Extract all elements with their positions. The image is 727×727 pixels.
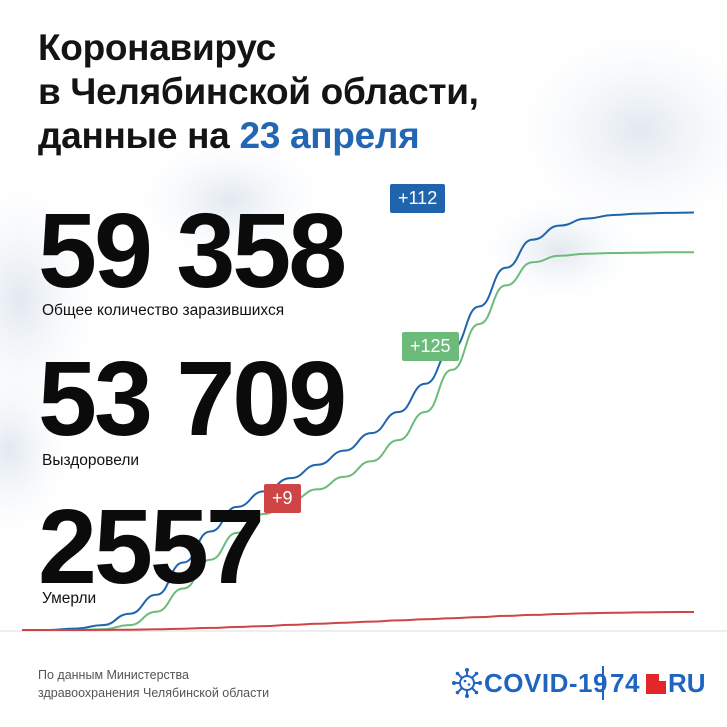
chart-plot-area xyxy=(0,211,727,632)
logo-red-square xyxy=(646,673,667,694)
logo-brand-number: 74 xyxy=(610,668,640,698)
title-line-3: данные на 23 апреля xyxy=(38,114,479,158)
page-title: Коронавирус в Челябинской области, данны… xyxy=(38,26,479,158)
recovered-delta-badge: +125 xyxy=(402,332,459,361)
source-line-1: По данным Министерства xyxy=(38,668,189,682)
total-cases-line xyxy=(22,211,695,631)
title-date: 23 апреля xyxy=(239,115,420,156)
deaths-label: Умерли xyxy=(42,590,97,607)
logo-brand-suffix: RU xyxy=(668,668,706,698)
total-cases-label: Общее количество заразившихся xyxy=(42,302,285,319)
recovered-line xyxy=(22,251,695,631)
total-cases-delta-badge: +112 xyxy=(390,184,446,213)
recovered-value: 53 709 xyxy=(38,340,347,458)
total-cases-value: 59 358 xyxy=(38,192,347,310)
covid-74ru-logo[interactable]: COVID-19 74 RU xyxy=(452,662,712,704)
coronavirus-icon xyxy=(452,668,482,698)
logo-covid-text: COVID-19 xyxy=(484,668,608,698)
deaths-delta-badge: +9 xyxy=(264,484,301,513)
recovered-label: Выздоровели xyxy=(42,452,140,469)
deaths-value: 2557 xyxy=(38,488,265,606)
source-line-2: здравоохранения Челябинской области xyxy=(38,686,270,700)
source-note: По данным Министерства здравоохранения Ч… xyxy=(38,666,269,702)
title-line-1: Коронавирус xyxy=(38,27,276,68)
deaths-line xyxy=(22,611,695,631)
title-prefix: данные на xyxy=(38,115,230,156)
logo-separator xyxy=(602,666,604,700)
title-line-2: в Челябинской области, xyxy=(38,71,479,112)
